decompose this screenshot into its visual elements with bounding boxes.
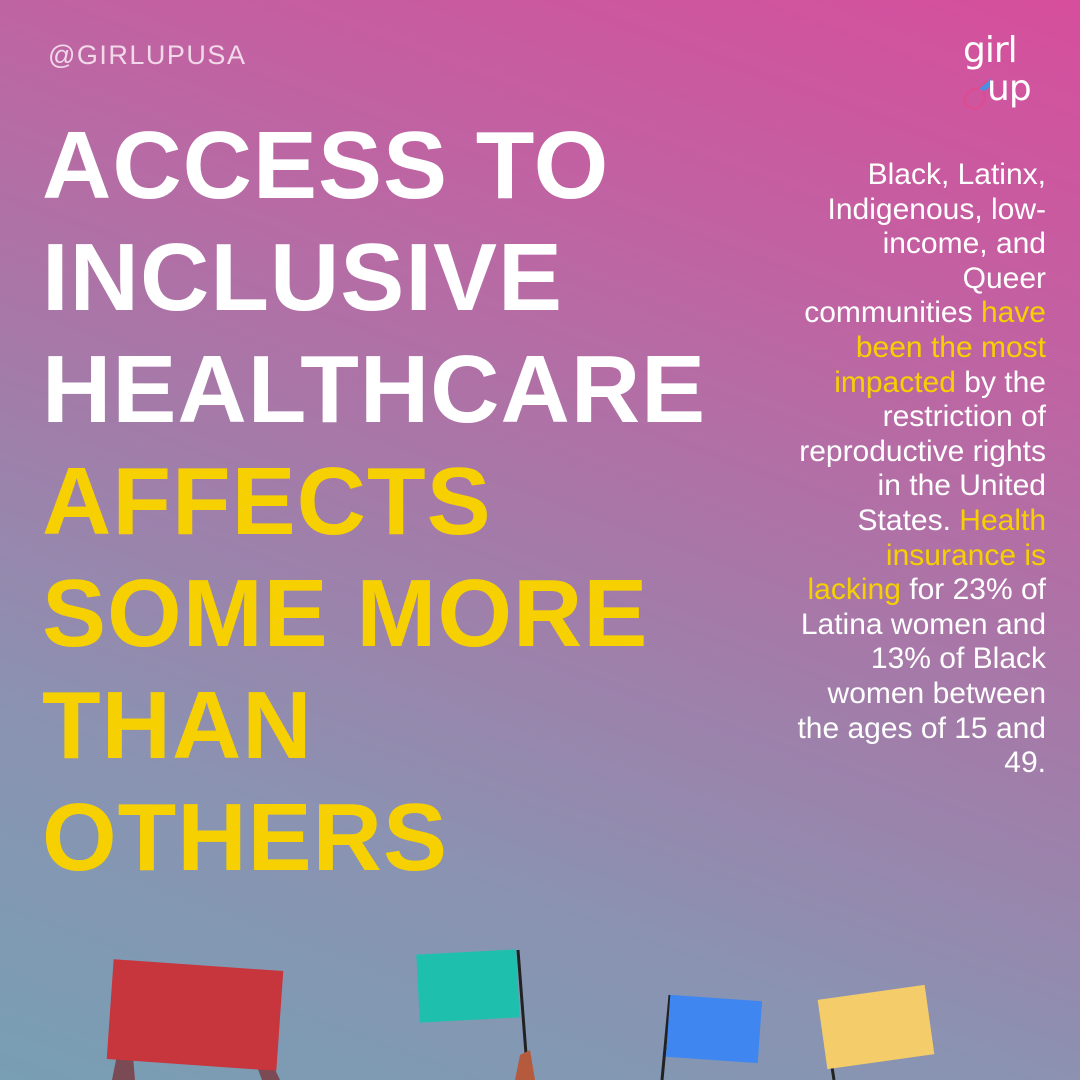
body-segment: by the restriction of reproductive right… [799, 365, 1046, 537]
flags-illustration [106, 949, 935, 1080]
headline-line: SOME MORE [42, 560, 649, 667]
headline-line: INCLUSIVE [42, 224, 564, 331]
body-segment: Black, Latinx, Indigenous, low-income, a… [804, 158, 1046, 330]
highlight-text: Health insurance is lacking [807, 503, 1046, 607]
body-segment: for 23% of Latina women and 13% of Black… [797, 573, 1046, 780]
headline: ACCESS TO INCLUSIVE HEALTHCARE AFFECTS SOME … [42, 110, 706, 894]
logo-text: girl [963, 30, 1018, 71]
body-text: Black, Latinx, Indigenous, low-income, a… [796, 158, 1046, 781]
headline-line: OTHERS [42, 784, 449, 891]
headline-line: AFFECTS [42, 448, 492, 555]
logo-icon [963, 79, 993, 111]
headline-line: HEALTHCARE [42, 336, 707, 443]
headline-line: THAN [42, 672, 313, 779]
handle: @GIRLUPUSA [48, 40, 247, 70]
logo-text: up [987, 68, 1032, 109]
highlight-text: have been the most impacted [834, 296, 1046, 399]
headline-line: ACCESS TO [42, 112, 610, 219]
logo: girl up [955, 30, 1050, 120]
